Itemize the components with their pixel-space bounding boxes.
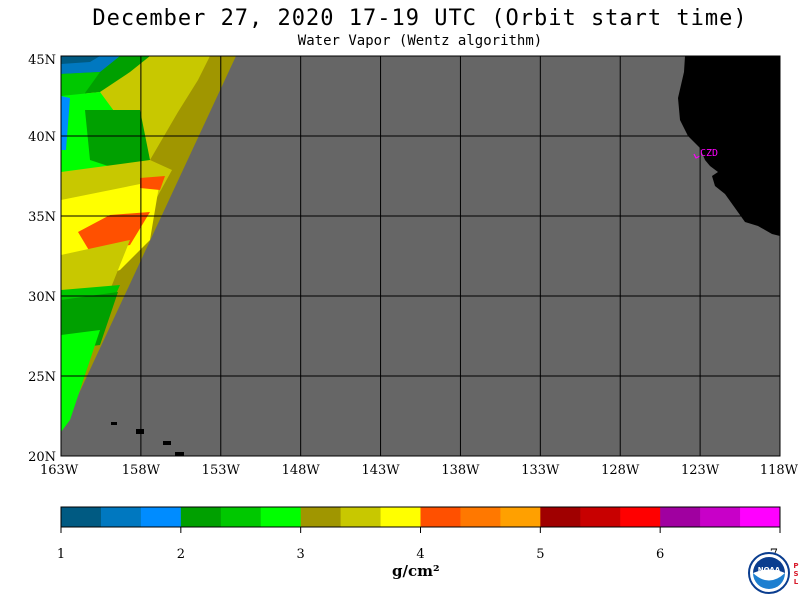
colorbar-swatch (61, 507, 102, 527)
colorbar-swatch (740, 507, 781, 527)
colorbar-swatch (260, 507, 302, 527)
colorbar-swatch (220, 507, 262, 527)
lon-tick-label: 123W (681, 463, 720, 478)
colorbar-swatch (580, 507, 621, 527)
colorbar-swatch (340, 507, 382, 527)
colorbar-tick-label: 2 (177, 547, 185, 562)
colorbar-swatch (420, 507, 461, 527)
colorbar-swatch (300, 507, 342, 527)
lon-tick-label: 128W (601, 463, 640, 478)
lon-tick-label: 153W (202, 463, 241, 478)
lon-tick-label: 143W (361, 463, 400, 478)
lon-tick-label: 148W (282, 463, 321, 478)
colorbar-units: g/cm² (392, 562, 440, 580)
colorbar-swatch (500, 507, 541, 527)
colorbar-swatch (460, 507, 501, 527)
lat-tick-label: 35N (28, 210, 56, 225)
lon-tick-label: 158W (122, 463, 161, 478)
colorbar-tick-label: 4 (416, 547, 424, 562)
colorbar-swatch (660, 507, 701, 527)
lat-tick-label: 40N (28, 130, 56, 145)
colorbar-swatch (140, 507, 182, 527)
colorbar-tick-label: 3 (297, 547, 305, 562)
lat-tick-label: 45N (28, 53, 56, 68)
map-frame (60, 55, 781, 457)
noaa-logo: NOAA (748, 552, 790, 594)
chart-title: December 27, 2020 17-19 UTC (Orbit start… (92, 6, 748, 31)
colorbar-swatch (380, 507, 421, 527)
lon-tick-label: 133W (521, 463, 560, 478)
colorbar-tick-labels: 1234567 (57, 527, 781, 562)
lon-tick-label: 118W (760, 463, 799, 478)
colorbar-tick-label: 1 (57, 547, 65, 562)
lon-tick-label: 138W (441, 463, 480, 478)
colorbar-swatch (540, 507, 581, 527)
colorbar-swatch (180, 507, 222, 527)
latitude-labels: 45N 40N 35N 30N 25N 20N (28, 53, 56, 465)
lat-tick-label: 20N (28, 450, 56, 465)
station-label: CZD (700, 148, 718, 159)
colorbar-swatch (100, 507, 142, 527)
colorbar-swatch (700, 507, 741, 527)
lon-tick-label: 163W (40, 463, 79, 478)
lat-tick-label: 30N (28, 290, 56, 305)
colorbar-swatch (620, 507, 661, 527)
hawaiian-islands (111, 422, 184, 456)
colorbar-tick-label: 5 (536, 547, 544, 562)
colorbar-tick-label: 6 (656, 547, 664, 562)
satellite-swath (61, 56, 236, 432)
lat-tick-label: 25N (28, 370, 56, 385)
station-marker (693, 153, 701, 159)
longitude-labels: 163W 158W 153W 148W 143W 138W 133W 128W 123W 118W (40, 463, 799, 478)
chart-subtitle: Water Vapor (Wentz algorithm) (297, 33, 543, 49)
land-area (678, 56, 780, 236)
colorbar (60, 506, 781, 528)
noaa-logo-text: NOAA (758, 566, 781, 574)
